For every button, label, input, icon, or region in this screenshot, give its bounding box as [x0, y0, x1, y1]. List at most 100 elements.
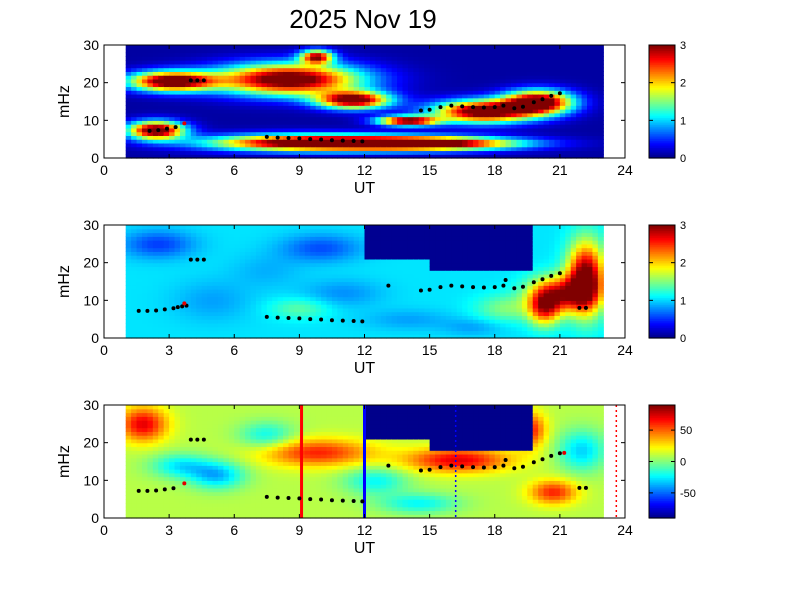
heatmap-cell [299, 139, 306, 144]
heatmap-cell [217, 334, 224, 339]
heatmap-cell [375, 45, 382, 50]
heatmap-cell [250, 273, 257, 279]
heatmap-cell [185, 322, 192, 328]
heatmap-cell [397, 236, 404, 241]
heatmap-cell [136, 326, 143, 332]
heatmap-cell [489, 142, 496, 148]
heatmap-cell [310, 307, 317, 313]
heatmap-cell [272, 307, 279, 313]
colorbar-segment [649, 119, 675, 122]
heatmap-cell [158, 322, 165, 328]
heatmap-cell [261, 277, 268, 283]
heatmap-cell [380, 90, 387, 95]
heatmap-cell [348, 93, 355, 99]
heatmap-cell [429, 289, 436, 294]
heatmap-cell [228, 300, 235, 305]
heatmap-cell [424, 116, 431, 121]
heatmap-cell [228, 154, 235, 159]
heatmap-cell [266, 150, 273, 155]
heatmap-cell [272, 281, 279, 286]
heatmap-cell [489, 296, 496, 301]
heatmap-cell [554, 150, 561, 155]
heatmap-cell [527, 75, 534, 80]
heatmap-cell [538, 131, 545, 136]
heatmap-cell [516, 285, 523, 290]
heatmap-cell [152, 93, 159, 99]
heatmap-cell [228, 247, 235, 252]
heatmap-cell [369, 228, 376, 234]
heatmap-cell [326, 304, 333, 309]
heatmap-cell [451, 60, 458, 65]
heatmap-cell [131, 330, 138, 335]
peak-point [531, 100, 536, 105]
heatmap-cell [250, 228, 257, 234]
heatmap-cell [131, 48, 138, 54]
heatmap-cell [473, 334, 480, 339]
heatmap-cell [413, 67, 420, 72]
heatmap-cell [288, 232, 295, 237]
heatmap-cell [266, 319, 273, 324]
heatmap-cell [293, 131, 300, 136]
heatmap-cell [207, 281, 214, 286]
heatmap-cell [245, 75, 252, 80]
heatmap-cell [141, 60, 149, 65]
heatmap-cell [353, 330, 360, 335]
heatmap-cell [570, 63, 577, 69]
heatmap-cell [272, 266, 279, 271]
heatmap-cell [511, 243, 518, 249]
heatmap-cell [462, 63, 469, 69]
heatmap-cell [158, 139, 165, 144]
heatmap-cell [549, 82, 556, 88]
heatmap-cell [559, 82, 566, 88]
heatmap-cell [174, 292, 181, 298]
heatmap-cell [337, 240, 344, 245]
heatmap-cell [152, 116, 159, 121]
heatmap-cell [576, 78, 583, 84]
heatmap-cell [337, 289, 344, 294]
heatmap-cell [353, 60, 360, 65]
heatmap-cell [570, 135, 577, 140]
heatmap-cell [125, 277, 132, 283]
heatmap-cell [272, 255, 279, 260]
colorbar-frame [648, 44, 676, 159]
heatmap-cell [163, 270, 170, 275]
heatmap-cell [141, 240, 149, 245]
heatmap-cell [136, 131, 143, 136]
heatmap-cell [163, 82, 170, 88]
heatmap-cell [179, 124, 187, 129]
heatmap-cell [570, 105, 577, 110]
heatmap-cell [299, 101, 306, 106]
heatmap-cell [570, 109, 577, 114]
heatmap-cell [435, 311, 442, 316]
heatmap-cell [190, 71, 197, 76]
heatmap-cell [456, 135, 463, 140]
heatmap-cell [353, 258, 360, 264]
heatmap-cell [272, 56, 279, 61]
heatmap-cell [190, 135, 197, 140]
heatmap-cell [462, 304, 469, 309]
heatmap-cell [277, 150, 284, 155]
heatmap-cell [212, 243, 219, 249]
heatmap-cell [217, 109, 224, 114]
heatmap-cell [158, 82, 165, 88]
heatmap-cell [136, 240, 143, 245]
heatmap-cell [369, 146, 376, 152]
heatmap-cell [407, 75, 414, 80]
heatmap-cell [494, 124, 501, 129]
heatmap-cell [163, 285, 170, 290]
heatmap-cell [451, 326, 458, 332]
heatmap-cell [359, 330, 366, 335]
heatmap-cell [467, 142, 474, 148]
heatmap-cell [478, 281, 485, 286]
heatmap-cell [234, 63, 241, 69]
heatmap-cell [424, 300, 431, 305]
heatmap-cell [375, 97, 382, 103]
heatmap-cell [527, 63, 534, 69]
heatmap-cell [239, 93, 246, 99]
heatmap-cell [521, 146, 528, 152]
heatmap-cell [141, 120, 149, 125]
heatmap-cell [136, 71, 143, 76]
heatmap-cell [234, 112, 241, 118]
heatmap-cell [255, 101, 262, 106]
heatmap-cell [245, 82, 252, 88]
